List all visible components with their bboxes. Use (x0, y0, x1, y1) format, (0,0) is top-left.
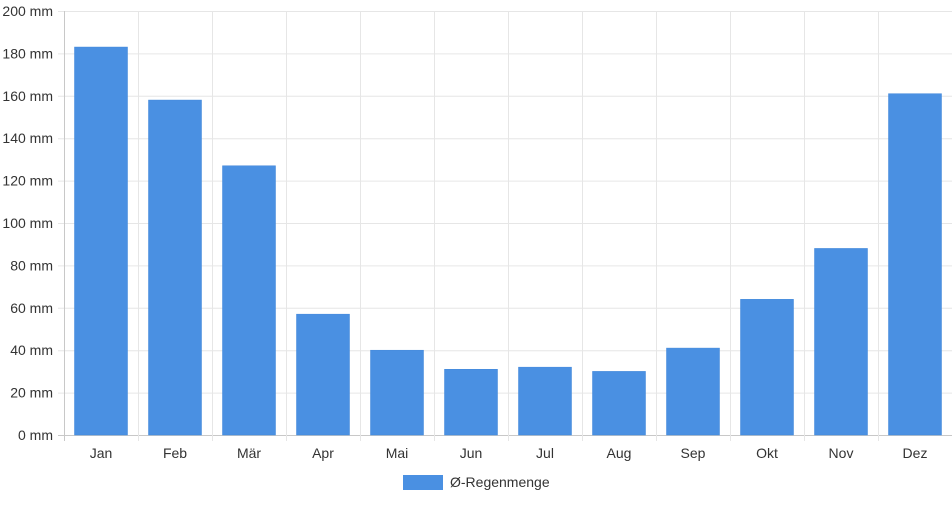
x-tick-label: Aug (607, 445, 632, 461)
bar-mai[interactable] (370, 349, 424, 436)
bar-mär[interactable] (222, 165, 276, 436)
y-tick-label: 60 mm (10, 300, 53, 316)
bar-okt[interactable] (740, 299, 794, 436)
bar-dez[interactable] (888, 93, 942, 436)
y-tick-label: 160 mm (2, 88, 53, 104)
bar-aug[interactable] (592, 371, 646, 436)
axes: 0 mm 20 mm 40 mm 60 mm 80 mm 100 mm 120 mm 140 … (2, 3, 927, 461)
bars (74, 46, 942, 436)
legend-swatch[interactable] (403, 475, 443, 490)
x-tick-label: Jul (536, 445, 554, 461)
y-tick-label: 140 mm (2, 130, 53, 146)
legend-label[interactable]: Ø-Regenmenge (450, 474, 550, 490)
x-tick-label: Jun (460, 445, 483, 461)
x-tick-label: Dez (903, 445, 928, 461)
y-tick-label: 100 mm (2, 215, 53, 231)
x-tick-label: Jan (90, 445, 113, 461)
x-tick-label: Apr (312, 445, 334, 461)
bar-nov[interactable] (814, 248, 868, 436)
x-tick-label: Nov (829, 445, 854, 461)
grid-lines (58, 11, 952, 441)
y-tick-label: 120 mm (2, 173, 53, 189)
x-tick-label: Mär (237, 445, 261, 461)
x-tick-label: Sep (681, 445, 706, 461)
x-tick-label: Okt (756, 445, 778, 461)
y-tick-label: 200 mm (2, 3, 53, 19)
x-tick-label: Feb (163, 445, 187, 461)
bar-jun[interactable] (444, 369, 498, 436)
y-tick-label: 80 mm (10, 257, 53, 273)
y-tick-label: 180 mm (2, 45, 53, 61)
legend: Ø-Regenmenge (403, 474, 550, 490)
y-tick-label: 0 mm (18, 427, 53, 443)
y-tick-label: 20 mm (10, 385, 53, 401)
bar-apr[interactable] (296, 313, 350, 436)
bar-sep[interactable] (666, 347, 720, 436)
bar-feb[interactable] (148, 99, 202, 436)
x-tick-label: Mai (386, 445, 409, 461)
bar-jan[interactable] (74, 46, 128, 436)
y-tick-label: 40 mm (10, 342, 53, 358)
bar-jul[interactable] (518, 366, 572, 436)
